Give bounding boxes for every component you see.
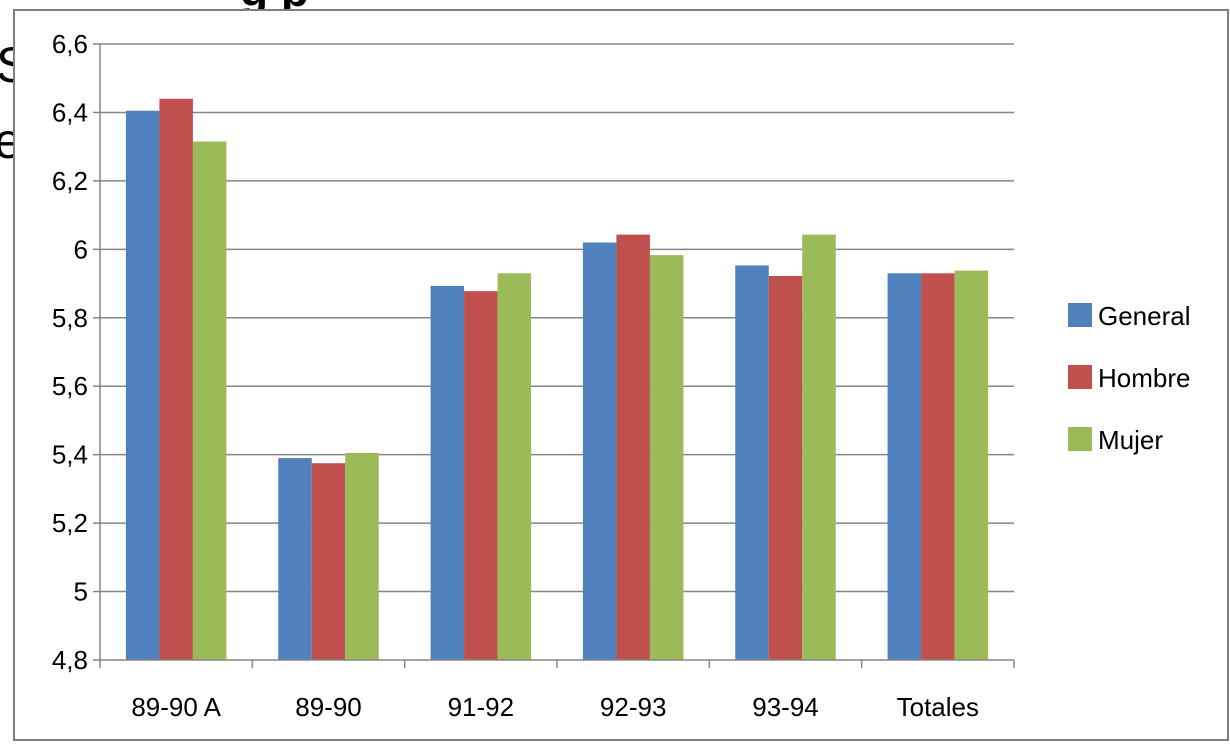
bar [159,98,193,660]
legend-swatch [1068,427,1092,451]
y-tick-label: 5,8 [52,303,88,333]
bar [582,242,617,660]
y-tick-label: 6,6 [52,29,88,59]
bar [616,234,650,660]
bar [192,141,227,661]
bar [497,273,532,660]
y-tick-label: 5,4 [52,440,88,470]
x-tick-label: Totales [897,692,979,722]
bar [278,458,312,660]
y-tick-label: 5 [74,577,88,607]
legend-swatch [1068,303,1092,327]
bar [311,463,346,660]
bar [887,273,922,660]
legend-label: Hombre [1098,363,1190,393]
y-tick-label: 6 [74,234,88,264]
x-tick-label: 89-90 A [131,692,221,722]
bar [464,291,498,660]
x-tick-label: 91-92 [448,692,515,722]
bar [768,276,803,660]
x-tick-label: 93-94 [752,692,819,722]
gridlines [100,43,1014,593]
y-tick-label: 5,6 [52,371,88,401]
y-tick-label: 6,4 [52,97,88,127]
bar [954,270,989,660]
y-tick-label: 4,8 [52,645,88,675]
legend: General Hombre Mujer [1068,301,1191,455]
bar [921,273,955,660]
bar [735,265,769,660]
bars [125,98,989,661]
bar [649,255,684,660]
legend-label: General [1098,301,1191,331]
axes: 4,8 5 5,2 5,4 5,6 5,8 6 6,2 6,4 6,6 89-90 A 89-90 91… [52,29,1015,722]
bar [345,452,379,660]
bar [430,285,465,660]
y-tick-label: 5,2 [52,508,88,538]
bar [125,110,160,660]
x-tick-label: 89-90 [295,692,362,722]
x-tick-label: 92-93 [600,692,667,722]
bar [802,234,836,660]
legend-swatch [1068,365,1092,389]
y-tick-label: 6,2 [52,166,88,196]
legend-label: Mujer [1098,425,1163,455]
